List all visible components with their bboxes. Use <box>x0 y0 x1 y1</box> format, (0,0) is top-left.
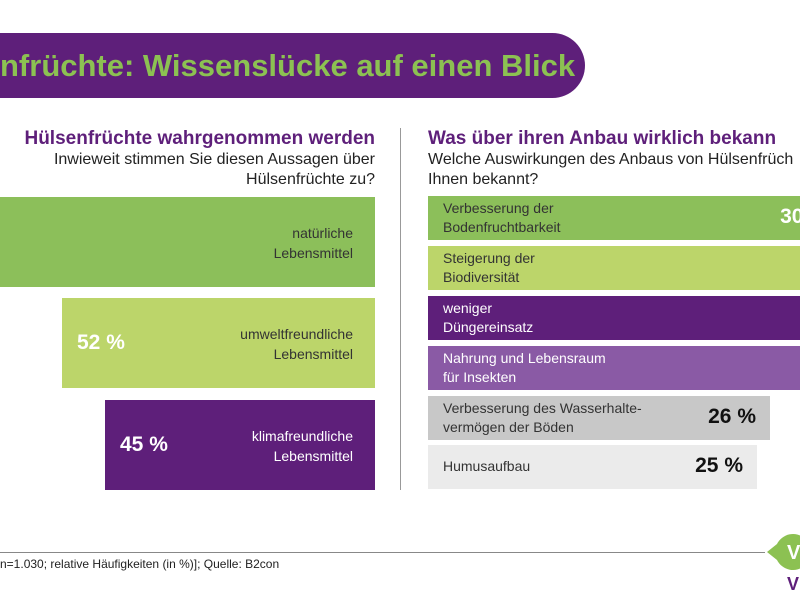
divider <box>400 128 401 490</box>
left-heading: Hülsenfrüchte wahrgenommen werden <box>24 128 375 149</box>
bar-value: 45 % <box>120 433 168 456</box>
right-heading: Was über ihren Anbau wirklich bekann <box>428 128 777 149</box>
page-title: nfrüchte: Wissenslücke auf einen Blick <box>0 48 576 83</box>
question-line: Welche Auswirkungen des Anbaus von Hülse… <box>428 151 794 168</box>
right-question: Welche Auswirkungen des Anbaus von Hülse… <box>428 150 793 190</box>
question-line: Inwieweit stimmen Sie diesen Aussagen üb… <box>53 151 375 168</box>
bar-value: 52 % <box>77 331 125 354</box>
bar-label: Humusaufbau <box>443 458 531 474</box>
bar-label: weniger Düngereinsatz <box>443 300 534 335</box>
bar-value: 26 % <box>708 405 756 428</box>
bar: umweltfreundliche Lebensmittel 52 % <box>62 298 375 388</box>
footnote: n=1.030; relative Häufigkeiten (in %)]; … <box>0 557 280 571</box>
bar-label: umweltfreundliche Lebensmittel <box>240 326 353 362</box>
bar: wenigerDüngereinsatz3 <box>428 296 800 340</box>
bar-value: 25 % <box>695 454 743 477</box>
bar-label: Verbesserung der Bodenfruchtbarkeit <box>443 200 561 235</box>
bar: klimafreundliche Lebensmittel 45 % <box>105 400 375 490</box>
footer-divider <box>0 552 765 553</box>
bar-label: Steigerung der Biodiversität <box>443 250 535 285</box>
question-line: Hülsenfrüchte zu? <box>246 171 375 188</box>
bar-value: 30 % <box>780 205 800 228</box>
svg-text:V: V <box>787 574 799 594</box>
bar: natürliche Lebensmittel <box>0 197 375 287</box>
svg-text:V: V <box>787 542 800 564</box>
bar: Nahrung und Lebensraum für Insekten <box>428 346 800 390</box>
left-question: Inwieweit stimmen Sie diesen Aussagen üb… <box>54 150 375 190</box>
logo-icon: V V <box>767 534 800 594</box>
bar: Steigerung der Biodiversität <box>428 246 800 290</box>
title-banner <box>0 33 585 98</box>
question-line: Ihnen bekannt? <box>428 171 539 188</box>
bar: Verbesserung des Wasserhalte-vermögen de… <box>428 396 770 440</box>
bar-label: klimafreundliche Lebensmittel <box>251 428 353 464</box>
bar-label: Verbesserung des Wasserhalte-vermögen de… <box>443 400 642 435</box>
bar-label: Nahrung und Lebensraum für Insekten <box>443 350 606 385</box>
bar: Humusaufbau 25 % <box>428 445 757 489</box>
bar-label: natürliche Lebensmittel <box>273 225 353 261</box>
